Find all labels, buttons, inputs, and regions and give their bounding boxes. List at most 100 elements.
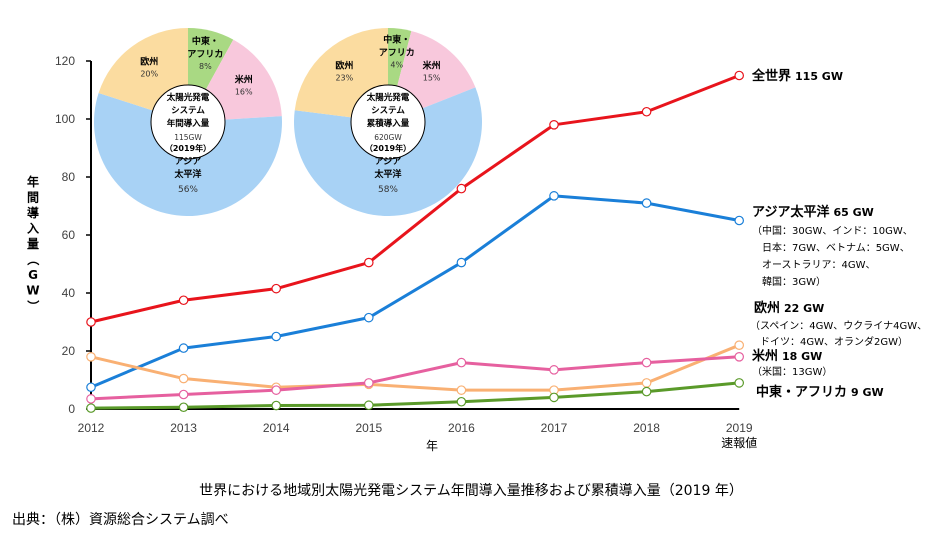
y-tick-label: 20	[62, 344, 76, 358]
data-point	[363, 257, 374, 268]
series-アジア太平洋	[86, 191, 744, 393]
data-point	[456, 257, 467, 268]
y-axis-title-char: W	[26, 284, 39, 298]
pie-center-title: システム	[371, 106, 405, 116]
chart-canvas: 0 20 40 60 80 100 120 2012 2013 2014 2015 2016 2017 2…	[26, 28, 927, 453]
x-tick-label: 2019	[726, 421, 753, 435]
y-axis-title-char: G	[28, 268, 38, 282]
pie-chart-annual: 太陽光発電システム年間導入量 115GW（2019年） 中東・アフリカ 8% 米州 16%…	[94, 28, 283, 216]
pie-center-year: （2019年）	[165, 143, 211, 153]
pie-slice-percent: 56%	[178, 185, 198, 195]
y-axis-title: 年間導入量 （ GW ）	[26, 174, 41, 312]
series-label-note: 日本：7GW、ベトナム：5GW、	[762, 241, 910, 254]
data-point	[734, 215, 744, 226]
source-note: 出典：（株）資源総合システム調べ	[12, 512, 229, 528]
x-tick-note: 速報値	[721, 435, 757, 450]
data-point	[363, 378, 374, 388]
y-axis-title-char: （	[26, 253, 41, 265]
data-point	[734, 378, 744, 388]
series-label-note: （中国：30GW、インド：10GW、	[752, 224, 913, 237]
data-point	[178, 295, 189, 306]
y-axis-title-char: 間	[27, 191, 39, 205]
data-point	[363, 312, 374, 323]
pie-slice-label: 太平洋	[173, 168, 201, 180]
pie-center-title: 年間導入量	[167, 118, 210, 129]
data-point	[641, 378, 652, 388]
axes: 0 20 40 60 80 100 120 2012 2013 2014 2015 2016 2017 2…	[26, 54, 757, 453]
series-label-name: 中東・アフリカ 9 GW	[756, 384, 884, 400]
data-point	[641, 106, 652, 117]
x-axis-title: 年	[426, 439, 438, 453]
pie-slice-label: 欧州	[335, 59, 353, 71]
pie-slice-percent: 4%	[390, 61, 403, 70]
data-point	[178, 402, 189, 413]
series-label-name: 米州 18 GW	[752, 348, 822, 364]
data-point	[86, 382, 96, 393]
series-end-label: アジア太平洋 65 GW （中国：30GW、インド：10GW、日本：7GW、ベトナム…	[752, 204, 913, 288]
pie-slice-percent: 20%	[140, 70, 158, 79]
data-point	[641, 198, 652, 208]
y-axis-title-char: 入	[27, 222, 39, 236]
chart-caption: 世界における地域別太陽光発電システム年間導入量推移および累積導入量（2019 年…	[199, 483, 743, 499]
data-point	[734, 351, 744, 362]
y-axis-title-char: 年	[27, 174, 39, 189]
y-tick-label: 40	[62, 286, 76, 300]
y-tick-label: 120	[55, 54, 75, 68]
pie-center-value: 115GW	[174, 133, 202, 142]
pie-slice-label: アジア	[175, 156, 202, 167]
data-point	[86, 351, 96, 362]
pie-slice-label: 欧州	[140, 56, 158, 68]
series-label-name: アジア太平洋 65 GW	[752, 204, 874, 220]
pie-slice-label: 太平洋	[373, 168, 401, 180]
pie-slice-label: 米州	[422, 59, 441, 71]
pie-slice-percent: 8%	[199, 62, 212, 71]
pie-slice-label: 中東・	[383, 34, 410, 46]
data-point	[178, 373, 189, 384]
series-end-label: 欧州 22 GW （スペイン：4GW、ウクライナ4GW、ドイツ：4GW、オランダ2G…	[750, 300, 927, 348]
series-line	[90, 381, 740, 410]
pie-center-title: 累積導入量	[367, 118, 410, 129]
y-axis-title-char: 量	[27, 237, 39, 251]
series-label-note: ドイツ：4GW、オランダ2GW）	[760, 335, 908, 348]
data-point	[641, 386, 652, 397]
series-中東・アフリカ	[86, 378, 744, 413]
pie-slice-label: アジア	[375, 156, 402, 167]
data-point	[456, 396, 467, 407]
y-tick-label: 60	[62, 228, 76, 242]
x-tick-label: 2012	[78, 421, 105, 435]
data-point	[271, 385, 281, 395]
data-point	[456, 183, 467, 194]
pie-slice-percent: 16%	[235, 88, 253, 97]
data-point	[178, 389, 189, 400]
pie-slice-percent: 15%	[423, 73, 441, 82]
pie-slice-label: 中東・	[192, 35, 219, 47]
series-end-label: 米州 18 GW（米国：13GW）	[752, 348, 832, 378]
x-tick-label: 2014	[263, 421, 290, 435]
data-point	[549, 191, 559, 201]
series-label-note: （米国：13GW）	[752, 365, 832, 378]
data-point	[86, 394, 96, 404]
pie-center-year: （2019年）	[365, 143, 411, 153]
data-point	[178, 343, 189, 353]
y-axis-title-char: ）	[26, 300, 41, 312]
pie-center-circle	[350, 84, 426, 160]
data-point	[271, 331, 281, 342]
data-point	[549, 365, 559, 375]
series-label-name: 全世界 115 GW	[751, 68, 843, 84]
y-tick-label: 100	[55, 112, 75, 126]
pie-center-title: 太陽光発電	[166, 92, 210, 103]
series-全世界	[86, 70, 744, 327]
y-axis-title-char: 導	[27, 205, 39, 220]
data-point	[456, 385, 467, 395]
series-label-note: 韓国：3GW）	[762, 276, 826, 288]
data-point	[86, 403, 96, 413]
data-point	[456, 357, 467, 368]
series-米州	[86, 351, 744, 404]
data-point	[271, 283, 281, 294]
y-tick-label: 80	[62, 170, 76, 184]
pie-slice-label: 米州	[234, 74, 253, 86]
series-end-label: 中東・アフリカ 9 GW	[756, 384, 884, 400]
series-line	[90, 74, 740, 324]
series-line	[90, 343, 740, 392]
